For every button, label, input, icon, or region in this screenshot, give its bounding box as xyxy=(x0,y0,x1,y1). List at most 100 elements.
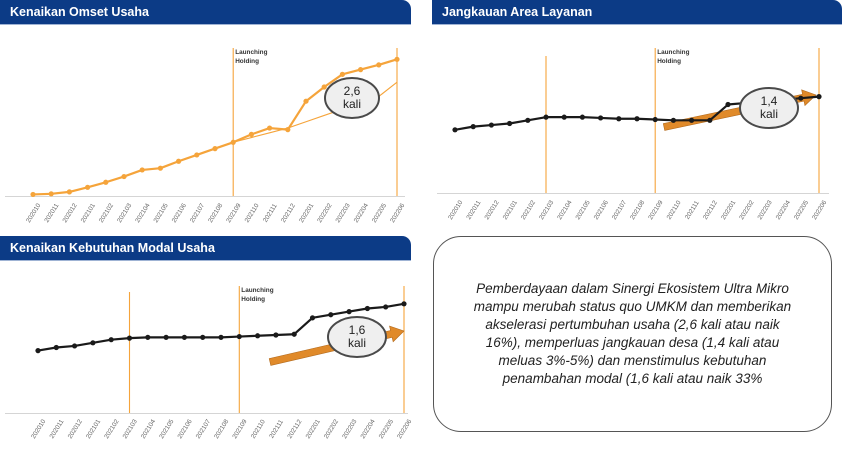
area-tick-202110: 202110 xyxy=(666,199,683,221)
modal-tick-202101: 202101 xyxy=(85,418,102,440)
area-callout-text: 1,4 kali xyxy=(760,94,778,121)
omset-tick-202108: 202108 xyxy=(207,202,224,224)
modal-point-202110 xyxy=(255,333,261,339)
modal-tick-202202: 202202 xyxy=(323,418,340,440)
area-tick-202107: 202107 xyxy=(611,199,628,221)
modal-point-202201 xyxy=(309,315,316,321)
area-tick-202010: 202010 xyxy=(447,199,464,221)
modal-tick-202203: 202203 xyxy=(341,418,358,440)
area-tick-202101: 202101 xyxy=(502,199,519,221)
modal-point-202203 xyxy=(346,309,352,315)
omset-point-202202 xyxy=(321,84,327,90)
area-point-202011 xyxy=(470,124,476,130)
modal-tick-202106: 202106 xyxy=(177,418,194,440)
area-point-202107 xyxy=(616,116,622,122)
modal-point-202108 xyxy=(218,334,224,340)
omset-point-202205 xyxy=(376,62,382,68)
area-tick-202112: 202112 xyxy=(702,199,719,221)
area-launch-label: Launching Holding xyxy=(657,49,689,65)
omset-tick-202204: 202204 xyxy=(353,202,370,224)
area-point-202105 xyxy=(579,114,585,120)
modal-tick-202102: 202102 xyxy=(103,418,120,440)
omset-point-202111 xyxy=(267,125,273,131)
area-tick-202011: 202011 xyxy=(465,199,482,221)
modal-point-202101 xyxy=(90,340,96,346)
modal-point-202106 xyxy=(181,334,187,340)
modal-tick-202206: 202206 xyxy=(396,418,413,440)
modal-tick-202201: 202201 xyxy=(305,418,322,440)
modal-callout-text: 1,6 kali xyxy=(348,323,366,350)
modal-point-202206 xyxy=(401,301,407,307)
summary-text: Pemberdayaan dalam Sinergi Ekosistem Ult… xyxy=(473,281,792,386)
omset-point-202110 xyxy=(248,131,254,137)
modal-tick-202110: 202110 xyxy=(250,418,267,440)
omset-point-202201 xyxy=(303,98,309,104)
omset-tick-202106: 202106 xyxy=(171,202,188,224)
area-point-202103 xyxy=(543,114,549,120)
modal-tick-202205: 202205 xyxy=(378,418,395,440)
omset-tick-202101: 202101 xyxy=(80,202,97,224)
modal-point-202010 xyxy=(35,348,41,354)
omset-tick-202109: 202109 xyxy=(225,202,242,224)
omset-chart: Launching Holding 2,6 kali 202010 202011 20201… xyxy=(5,48,407,224)
modal-point-202105 xyxy=(163,334,169,340)
area-panel: Jangkauan Area Layanan Launching Holding 1… xyxy=(432,0,845,230)
omset-tick-202111: 202111 xyxy=(262,202,279,223)
modal-tick-202112: 202112 xyxy=(286,418,303,440)
omset-tick-202011: 202011 xyxy=(43,202,60,224)
modal-tick-202105: 202105 xyxy=(158,418,175,440)
omset-panel: Kenaikan Omset Usaha Launching Holding 2,6… xyxy=(0,0,412,230)
omset-tick-202112: 202112 xyxy=(280,202,297,224)
area-point-202109 xyxy=(652,116,658,123)
omset-tick-202107: 202107 xyxy=(189,202,206,224)
modal-point-202202 xyxy=(328,312,334,318)
area-tick-202205: 202205 xyxy=(793,199,810,221)
area-point-202012 xyxy=(488,122,494,128)
area-point-202206 xyxy=(816,94,822,100)
modal-tick-202111: 202111 xyxy=(268,418,285,439)
area-tick-202201: 202201 xyxy=(720,199,737,221)
modal-point-202107 xyxy=(200,334,206,340)
area-tick-202204: 202204 xyxy=(775,199,792,221)
area-tick-202203: 202203 xyxy=(757,199,774,221)
modal-point-202102 xyxy=(108,337,114,343)
area-point-202108 xyxy=(634,116,640,122)
modal-tick-202108: 202108 xyxy=(213,418,230,440)
modal-tick-202011: 202011 xyxy=(49,418,66,440)
area-point-202110 xyxy=(670,117,676,123)
area-point-202101 xyxy=(507,120,513,127)
omset-tick-202105: 202105 xyxy=(153,202,170,224)
omset-tick-202205: 202205 xyxy=(371,202,388,224)
area-tick-202105: 202105 xyxy=(575,199,592,221)
area-point-202010 xyxy=(452,127,458,133)
modal-point-202205 xyxy=(383,304,389,310)
area-tick-202108: 202108 xyxy=(629,199,646,221)
area-tick-202202: 202202 xyxy=(738,199,755,221)
area-tick-202206: 202206 xyxy=(811,199,828,221)
area-point-202106 xyxy=(598,115,604,121)
modal-point-202112 xyxy=(291,331,297,337)
omset-tick-202104: 202104 xyxy=(134,202,151,224)
modal-tick-202109: 202109 xyxy=(231,418,248,440)
area-panel-title: Jangkauan Area Layanan xyxy=(432,0,842,24)
area-callout xyxy=(739,87,799,129)
omset-tick-202010: 202010 xyxy=(25,202,42,224)
omset-tick-202102: 202102 xyxy=(98,202,115,224)
modal-point-202011 xyxy=(53,344,59,351)
omset-tick-202206: 202206 xyxy=(389,202,406,224)
modal-point-202111 xyxy=(273,332,279,338)
area-tick-202109: 202109 xyxy=(647,199,664,221)
area-point-202102 xyxy=(525,117,531,123)
area-chart: Launching Holding 1,4 kali 202010 202011 20201… xyxy=(437,48,829,221)
modal-callout xyxy=(327,316,387,358)
modal-tick-202204: 202204 xyxy=(360,418,377,440)
summary-box: Pemberdayaan dalam Sinergi Ekosistem Ult… xyxy=(433,236,832,432)
modal-tick-202104: 202104 xyxy=(140,418,157,440)
area-point-202205 xyxy=(798,95,804,101)
omset-callout xyxy=(324,77,380,119)
area-point-202111 xyxy=(689,117,695,123)
omset-tick-202110: 202110 xyxy=(244,202,261,224)
omset-tick-202201: 202201 xyxy=(298,202,315,224)
omset-point-202206 xyxy=(394,56,400,62)
omset-tick-202103: 202103 xyxy=(116,202,133,224)
